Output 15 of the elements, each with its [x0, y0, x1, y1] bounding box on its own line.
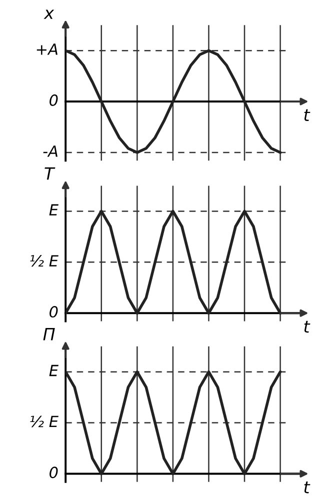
ref-line-label: E	[49, 204, 58, 216]
y-axis-title: T	[44, 167, 56, 180]
ref-line-label: -A	[43, 146, 58, 157]
ref-line-label: ½ E	[30, 416, 58, 428]
ref-line-label: 0	[50, 94, 58, 106]
y-axis-title: x	[44, 10, 54, 19]
ref-line-label: ½ E	[30, 255, 58, 267]
x-axis-title: t	[304, 482, 310, 494]
ref-line-label: E	[49, 364, 58, 376]
ref-line-label: +A	[36, 44, 58, 55]
x-axis-title: t	[304, 320, 310, 333]
ref-line-label: 0	[50, 466, 58, 478]
y-axis-title: П	[43, 328, 55, 340]
x-axis-title: t	[304, 109, 310, 121]
ref-line-label: 0	[50, 306, 58, 318]
